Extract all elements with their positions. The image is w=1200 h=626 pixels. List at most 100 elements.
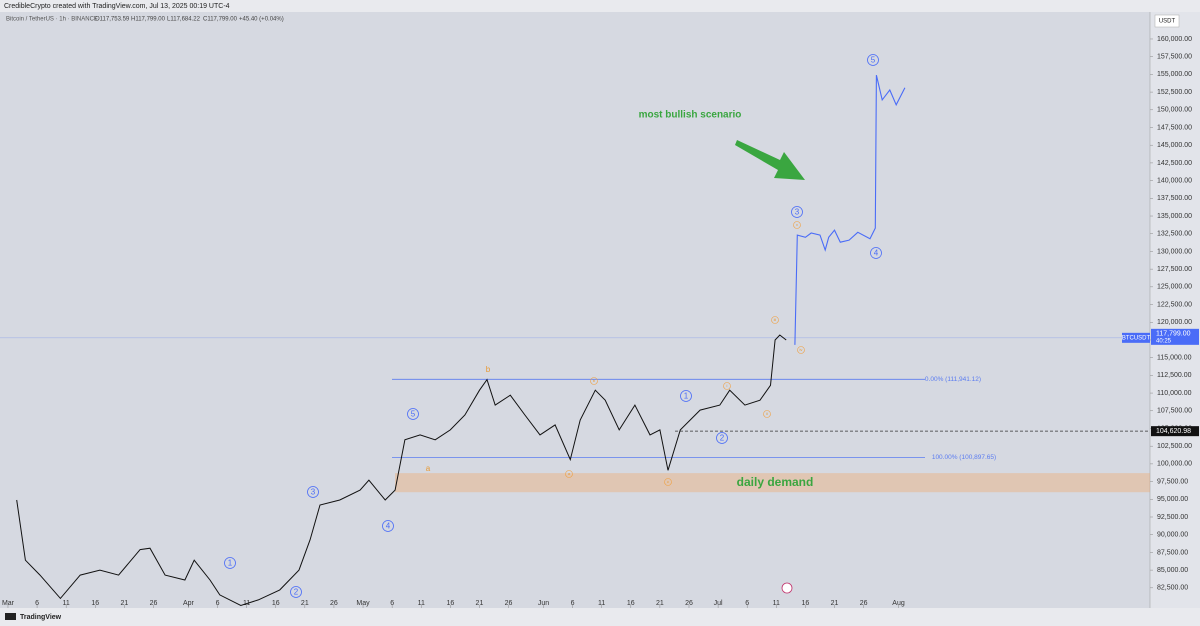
wave-label: 2 — [294, 588, 299, 597]
x-tick-label: 6 — [745, 600, 749, 607]
y-tick-label: 160,000.00 — [1157, 36, 1192, 43]
minor-label: b — [593, 378, 596, 383]
y-tick-label: 82,500.00 — [1157, 585, 1188, 592]
y-tick-label: 110,000.00 — [1157, 390, 1192, 397]
y-tick-label: 92,500.00 — [1157, 514, 1188, 521]
wave-label: 1 — [228, 559, 233, 568]
wave-label: 1 — [684, 392, 689, 401]
y-tick-label: 132,500.00 — [1157, 231, 1192, 238]
x-tick-label: 6 — [35, 600, 39, 607]
event-icon — [781, 582, 793, 594]
fib-label: 0.00% (111,941.12) — [925, 376, 981, 383]
x-tick-label: May — [356, 600, 370, 607]
x-tick-label: 16 — [802, 600, 810, 607]
last-price-label: 117,799.00 — [1156, 331, 1191, 338]
y-tick-label: 97,500.00 — [1157, 478, 1188, 485]
y-tick-label: 115,000.00 — [1157, 355, 1192, 362]
wave-circle — [791, 206, 803, 218]
symbol-box — [1122, 332, 1150, 343]
axis-bg — [1150, 12, 1200, 608]
x-tick-label: 26 — [150, 600, 158, 607]
x-tick-label: 11 — [63, 600, 70, 607]
minor-circle — [793, 221, 801, 229]
x-tick-label: 21 — [476, 600, 484, 607]
last-price-box — [1151, 328, 1199, 345]
y-tick-label: 127,500.00 — [1157, 266, 1192, 273]
wave-circle — [680, 390, 692, 402]
x-tick-label: 16 — [627, 600, 635, 607]
wave-circle — [716, 432, 728, 444]
x-tick-label: Aug — [892, 600, 905, 607]
minor-label: iii — [774, 317, 777, 322]
y-tick-label: 142,500.00 — [1157, 160, 1192, 167]
x-tick-label: 11 — [598, 600, 605, 607]
x-tick-label: 11 — [773, 600, 780, 607]
ohlc-value: O117,753.59 — [95, 17, 130, 23]
price-line — [794, 74, 906, 345]
minor-label: ii — [766, 411, 768, 416]
y-tick-label: 130,000.00 — [1157, 248, 1192, 255]
y-tick-label: 155,000.00 — [1157, 71, 1192, 78]
y-tick-label: 87,500.00 — [1157, 549, 1188, 556]
currency-box — [1154, 14, 1180, 28]
x-tick-label: Jun — [538, 600, 549, 607]
y-tick-label: 135,000.00 — [1157, 213, 1192, 220]
wave-label: 2 — [720, 434, 725, 443]
x-tick-label: 11 — [418, 600, 425, 607]
wave-label: 5 — [871, 56, 876, 65]
marked-price-label: 104,620.98 — [1156, 428, 1191, 435]
wave-circle — [382, 520, 394, 532]
wave-label: 4 — [874, 249, 879, 258]
ohlc-value: L117,684.22 — [167, 17, 201, 23]
x-tick-label: 26 — [685, 600, 693, 607]
x-tick-label: 16 — [446, 600, 454, 607]
y-tick-label: 145,000.00 — [1157, 142, 1192, 149]
minor-label: a — [426, 464, 431, 473]
minor-circle — [763, 410, 771, 418]
header: CredibleCrypto created with TradingView.… — [4, 3, 230, 10]
y-tick-label: 107,500.00 — [1157, 408, 1192, 415]
minor-label: v — [796, 222, 798, 227]
wave-label: 4 — [386, 522, 391, 531]
minor-label: i — [727, 383, 728, 388]
wave-label: 5 — [411, 410, 416, 419]
symbol-tag: BTCUSDT — [1122, 335, 1151, 341]
y-tick-label: 95,000.00 — [1157, 496, 1188, 503]
x-tick-label: 21 — [831, 600, 839, 607]
y-tick-label: 85,000.00 — [1157, 567, 1188, 574]
ohlc-value: +45.40 (+0.04%) — [239, 17, 284, 23]
y-tick-label: 112,500.00 — [1157, 372, 1192, 379]
y-tick-label: 100,000.00 — [1157, 461, 1192, 468]
x-tick-label: 26 — [860, 600, 868, 607]
brand: TradingView — [20, 614, 62, 621]
x-tick-label: Jul — [714, 600, 723, 607]
annotation: most bullish scenario — [639, 110, 742, 121]
y-tick-label: 125,000.00 — [1157, 284, 1192, 291]
price-line — [16, 334, 787, 607]
y-tick-label: 152,500.00 — [1157, 89, 1192, 96]
arrow — [735, 140, 805, 180]
x-tick-label: 21 — [656, 600, 664, 607]
x-tick-label: 26 — [330, 600, 338, 607]
brand-logo — [5, 613, 16, 620]
wave-circle — [290, 586, 302, 598]
y-tick-label: 90,000.00 — [1157, 532, 1188, 539]
currency: USDT — [1159, 19, 1176, 25]
minor-label: iv — [800, 347, 803, 352]
x-tick-label: 21 — [120, 600, 128, 607]
minor-label: b — [486, 365, 491, 374]
minor-circle — [590, 377, 598, 385]
fib-label: 100.00% (100,897.65) — [932, 454, 996, 461]
y-tick-label: 157,500.00 — [1157, 54, 1192, 61]
x-tick-label: Mar — [2, 600, 15, 607]
minor-label: a — [568, 471, 571, 476]
y-tick-label: 140,000.00 — [1157, 177, 1192, 184]
x-tick-label: 21 — [301, 600, 309, 607]
zone-label: daily demand — [737, 475, 814, 489]
demand-zone — [395, 473, 1150, 493]
minor-circle — [797, 346, 805, 354]
y-tick-label: 137,500.00 — [1157, 195, 1192, 202]
minor-label: c — [667, 479, 669, 484]
